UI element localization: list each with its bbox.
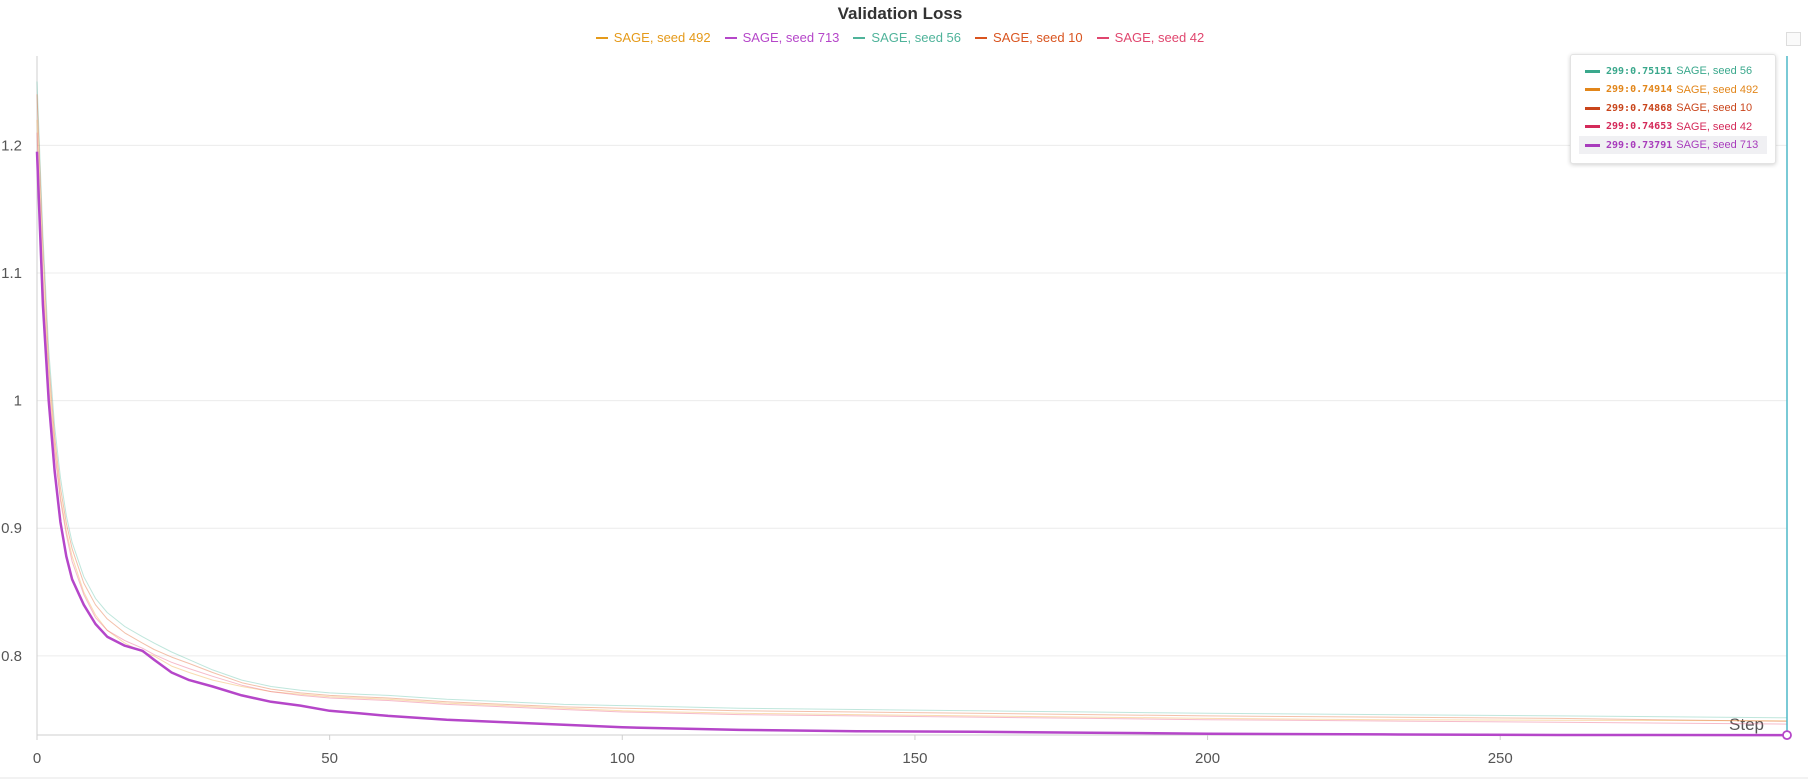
legend-item[interactable]: SAGE, seed 42 <box>1096 30 1205 45</box>
tooltip-series-name: SAGE, seed 42 <box>1676 120 1753 133</box>
series-line <box>36 119 1788 722</box>
tooltip-row: 299: 0.74868 SAGE, seed 10 <box>1579 99 1767 117</box>
legend-item[interactable]: SAGE, seed 713 <box>724 30 840 45</box>
tooltip-row: 299: 0.73791 SAGE, seed 713 <box>1579 136 1767 154</box>
x-axis-label: Step <box>1729 715 1764 734</box>
tooltip-row: 299: 0.74914 SAGE, seed 492 <box>1579 81 1767 99</box>
y-tick-label: 1 <box>14 393 22 410</box>
hover-tooltip: 299: 0.75151 SAGE, seed 56 299: 0.74914 SAG… <box>1570 54 1776 164</box>
x-tick-label: 0 <box>33 750 41 767</box>
y-tick-label: 1.2 <box>1 137 22 154</box>
legend-label: SAGE, seed 56 <box>871 30 962 45</box>
tooltip-value: 0.75151 <box>1630 65 1673 77</box>
tooltip-series-name: SAGE, seed 713 <box>1676 139 1759 151</box>
legend-swatch <box>724 36 737 39</box>
panel-menu-box[interactable] <box>1786 32 1801 46</box>
series-line <box>36 94 1788 722</box>
tooltip-series-name: SAGE, seed 492 <box>1676 83 1759 96</box>
tooltip-step: 299: <box>1606 139 1631 151</box>
tooltip-swatch <box>1585 69 1600 73</box>
tooltip-step: 299: <box>1606 121 1631 132</box>
legend-item[interactable]: SAGE, seed 10 <box>975 30 1083 45</box>
legend-label: SAGE, seed 492 <box>613 30 711 45</box>
y-tick-label: 0.8 <box>1 648 22 665</box>
series-line <box>36 132 1788 725</box>
series-line <box>35 151 1788 737</box>
tooltip-swatch <box>1585 88 1600 91</box>
x-tick-label: 200 <box>1195 750 1220 767</box>
chart-legend: SAGE, seed 492 SAGE, seed 713 SAGE, seed 5… <box>0 30 1800 45</box>
y-tick-label: 1.1 <box>1 265 22 282</box>
tooltip-swatch <box>1585 125 1600 128</box>
tooltip-value: 0.73791 <box>1630 139 1673 151</box>
tooltip-row: 299: 0.75151 SAGE, seed 56 <box>1579 62 1767 80</box>
legend-item[interactable]: SAGE, seed 492 <box>595 30 711 45</box>
tooltip-step: 299: <box>1606 84 1631 95</box>
tooltip-swatch <box>1585 143 1600 147</box>
legend-label: SAGE, seed 42 <box>1114 30 1205 45</box>
tooltip-series-name: SAGE, seed 10 <box>1676 102 1753 114</box>
tooltip-series-name: SAGE, seed 56 <box>1676 65 1753 77</box>
chart-title: Validation Loss <box>837 4 963 23</box>
x-tick-label: 150 <box>902 750 927 767</box>
x-tick-label: 250 <box>1488 750 1513 767</box>
hover-point-marker <box>1782 730 1792 741</box>
legend-swatch <box>1096 36 1109 39</box>
legend-item[interactable]: SAGE, seed 56 <box>853 30 961 45</box>
legend-swatch <box>975 36 988 39</box>
legend-swatch <box>595 36 608 39</box>
y-tick-label: 0.9 <box>1 520 22 537</box>
tooltip-row: 299: 0.74653 SAGE, seed 42 <box>1579 118 1767 136</box>
tooltip-value: 0.74914 <box>1630 84 1673 95</box>
legend-swatch <box>853 36 866 39</box>
legend-label: SAGE, seed 10 <box>993 30 1083 45</box>
legend-label: SAGE, seed 713 <box>742 30 840 45</box>
tooltip-value: 0.74868 <box>1630 102 1673 114</box>
series-line <box>36 81 1788 719</box>
tooltip-value: 0.74653 <box>1630 121 1673 132</box>
tooltip-swatch <box>1585 106 1600 110</box>
x-tick-label: 100 <box>610 750 635 767</box>
tooltip-step: 299: <box>1606 102 1631 114</box>
x-tick-label: 50 <box>321 750 338 767</box>
tooltip-step: 299: <box>1606 65 1631 77</box>
